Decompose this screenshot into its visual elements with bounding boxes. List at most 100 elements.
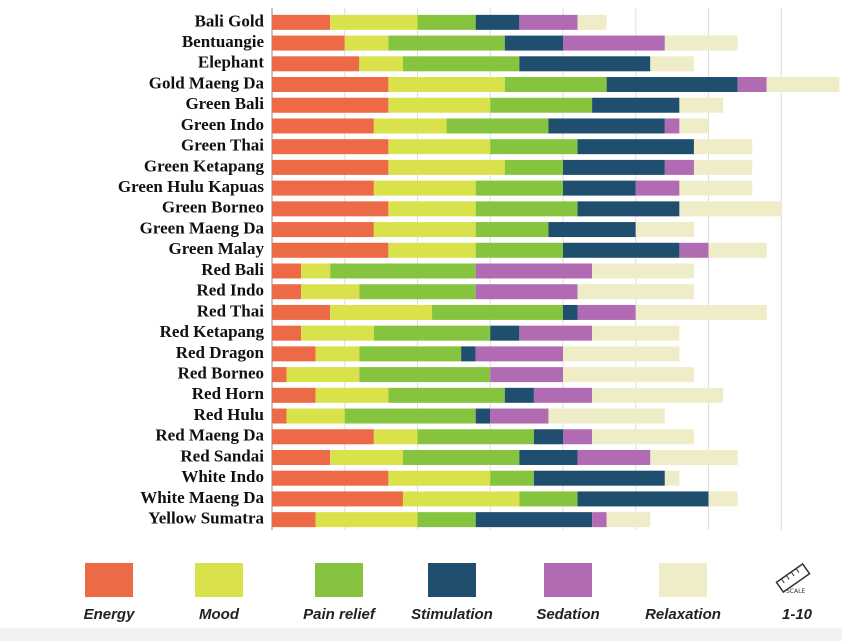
- bar-segment: [373, 180, 476, 196]
- bar-segment: [272, 325, 302, 341]
- bar-segment: [272, 346, 316, 362]
- bar-segment: [563, 159, 665, 175]
- category-label: Red Sandai: [180, 446, 264, 465]
- bar-segment: [577, 449, 651, 465]
- bar-segment: [388, 35, 505, 51]
- bar-segment: [344, 408, 476, 424]
- bar-segment: [388, 77, 505, 93]
- bar-segment: [272, 56, 360, 72]
- legend-label: Relaxation: [645, 606, 721, 623]
- bar-segment: [475, 512, 593, 528]
- category-label: Gold Maeng Da: [149, 73, 265, 92]
- category-label: Red Thai: [197, 301, 265, 320]
- bar-segment: [577, 14, 607, 30]
- legend-swatch: [315, 563, 363, 597]
- bar-segment: [272, 77, 389, 93]
- bar-segment: [577, 284, 694, 300]
- bar-segment: [635, 180, 680, 196]
- category-label: Red Horn: [192, 384, 265, 403]
- bar-segment: [475, 242, 563, 258]
- category-label: Red Hulu: [194, 405, 264, 424]
- bar-segment: [272, 470, 389, 486]
- bar-segment: [504, 77, 607, 93]
- bar-segment: [490, 408, 549, 424]
- bar-segment: [272, 387, 316, 403]
- scale-icon: [775, 562, 811, 594]
- legend-swatch: [659, 563, 707, 597]
- bar-segment: [475, 201, 578, 217]
- bar-segment: [606, 77, 738, 93]
- bar-segment: [708, 491, 738, 507]
- bar-segment: [592, 97, 680, 113]
- bar-segment: [563, 35, 665, 51]
- legend-swatch: [428, 563, 476, 597]
- bar-segment: [272, 118, 374, 134]
- bar-segment: [563, 304, 578, 320]
- bar-segment: [490, 367, 563, 383]
- bar-segment: [359, 284, 476, 300]
- bar-segment: [533, 429, 563, 445]
- bar-segment: [533, 470, 665, 486]
- scale-icon-text: SCALE: [786, 588, 805, 595]
- bar-segment: [737, 77, 767, 93]
- bar-segment: [388, 242, 476, 258]
- bar-segment: [693, 139, 753, 155]
- bar-segment: [664, 118, 680, 134]
- bar-segment: [272, 139, 389, 155]
- bar-segment: [650, 449, 738, 465]
- bar-segment: [417, 512, 476, 528]
- category-label: Green Thai: [181, 136, 264, 155]
- bar-segment: [286, 367, 360, 383]
- bar-segment: [272, 429, 374, 445]
- bar-segment: [533, 387, 593, 403]
- bar-segment: [490, 325, 520, 341]
- category-label: Red Borneo: [178, 364, 264, 383]
- bar-segment: [272, 304, 331, 320]
- legend-label: Energy: [84, 606, 136, 623]
- bar-segment: [475, 180, 563, 196]
- legend-swatch: [85, 563, 133, 597]
- bar-segment: [417, 14, 476, 30]
- bar-segment: [490, 97, 593, 113]
- bar-segment: [373, 222, 476, 238]
- bar-segment: [475, 14, 520, 30]
- bar-segment: [446, 118, 549, 134]
- bar-segment: [519, 325, 593, 341]
- category-label: Green Indo: [181, 115, 264, 134]
- bar-segment: [330, 14, 418, 30]
- bar-segment: [388, 470, 491, 486]
- bar-segment: [272, 367, 287, 383]
- bar-segment: [330, 304, 433, 320]
- bar-segment: [301, 325, 374, 341]
- scale-label: 1-10: [782, 606, 813, 623]
- category-label: White Indo: [181, 467, 264, 486]
- bar-segment: [664, 35, 738, 51]
- bar-segment: [330, 263, 476, 279]
- bar-segment: [577, 139, 694, 155]
- bar-segment: [359, 346, 462, 362]
- legend-label: Sedation: [536, 606, 599, 623]
- bar-segment: [679, 97, 724, 113]
- bar-segment: [519, 491, 578, 507]
- bar-segment: [679, 118, 709, 134]
- bar-segment: [388, 387, 505, 403]
- bar-segment: [330, 449, 403, 465]
- bar-segment: [272, 491, 403, 507]
- legend-swatch: [195, 563, 243, 597]
- bar-segment: [373, 325, 491, 341]
- category-label: Yellow Sumatra: [148, 509, 264, 528]
- bar-segment: [272, 14, 331, 30]
- category-label: Red Dragon: [176, 343, 265, 362]
- bar-segment: [766, 77, 840, 93]
- bar-segment: [708, 242, 767, 258]
- bar-segment: [272, 97, 389, 113]
- bar-segment: [519, 56, 651, 72]
- bar-segment: [592, 263, 694, 279]
- category-label: Red Maeng Da: [155, 426, 264, 445]
- bar-segment: [359, 367, 491, 383]
- bar-segment: [679, 242, 709, 258]
- bar-segment: [272, 284, 302, 300]
- bar-segment: [563, 429, 593, 445]
- bar-segment: [679, 201, 782, 217]
- bar-segment: [577, 201, 680, 217]
